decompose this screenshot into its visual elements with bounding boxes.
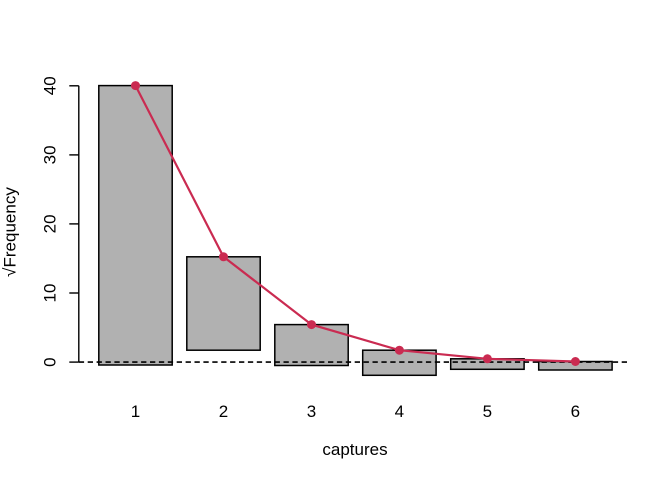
svg-text:10: 10 xyxy=(41,284,60,303)
svg-text:6: 6 xyxy=(571,402,580,421)
svg-text:2: 2 xyxy=(219,402,228,421)
svg-text:captures: captures xyxy=(322,440,387,459)
svg-text:3: 3 xyxy=(307,402,316,421)
svg-text:√Frequency: √Frequency xyxy=(1,187,20,277)
svg-text:4: 4 xyxy=(395,402,404,421)
svg-text:40: 40 xyxy=(41,76,60,95)
svg-text:30: 30 xyxy=(41,145,60,164)
svg-text:0: 0 xyxy=(41,357,60,366)
svg-text:5: 5 xyxy=(483,402,492,421)
svg-text:1: 1 xyxy=(131,402,140,421)
svg-text:20: 20 xyxy=(41,214,60,233)
